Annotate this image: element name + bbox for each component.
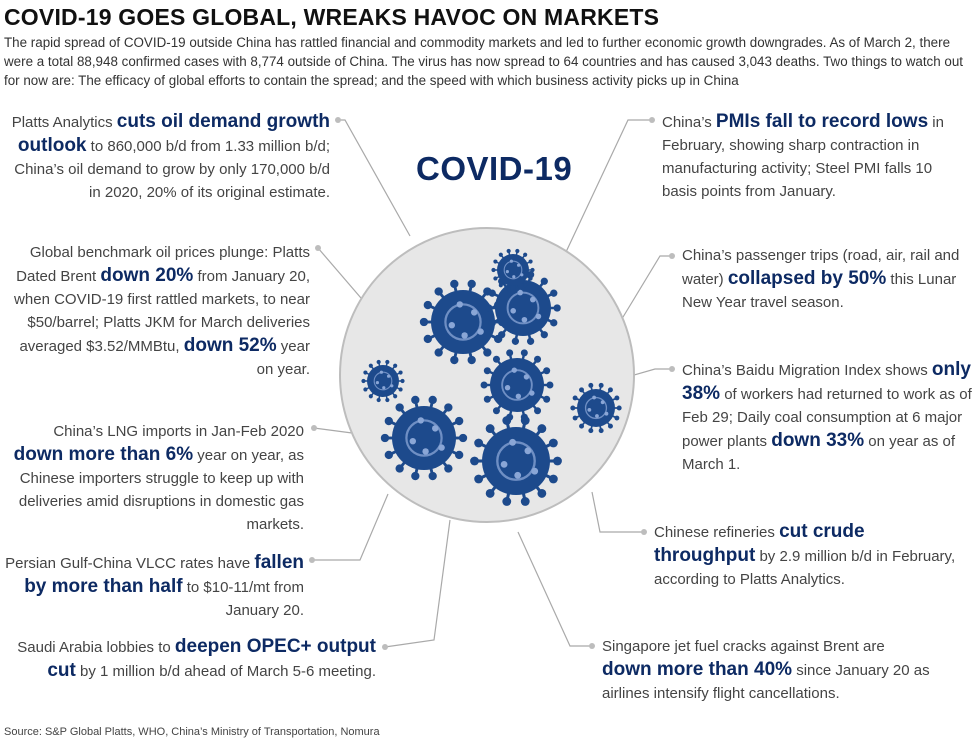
leader-line xyxy=(633,368,672,376)
center-label: COVID-19 xyxy=(416,150,573,187)
annotation-highlight: down more than 6% xyxy=(13,444,194,465)
page-title: COVID-19 GOES GLOBAL, WREAKS HAVOC ON MA… xyxy=(4,4,660,30)
annotation-text: China’s LNG imports in Jan-Feb 2020 xyxy=(53,423,304,440)
virus-icon xyxy=(361,359,405,403)
virus-icon xyxy=(485,271,561,345)
annotation-text: by 2.9 million b/d in February, accordin… xyxy=(654,548,956,588)
virus-group xyxy=(361,248,622,506)
leader-dot xyxy=(382,644,388,650)
leader-lines xyxy=(309,117,675,650)
annotation-text: of workers had returned to work as of Fe… xyxy=(682,386,972,450)
annotation-vlcc-rates: Persian Gulf-China VLCC rates have falle… xyxy=(4,551,304,622)
leader-dot xyxy=(315,245,321,251)
annotation-text: year on year. xyxy=(256,338,310,378)
leader-line xyxy=(312,493,389,561)
annotation-migration-index: China’s Baidu Migration Index shows only… xyxy=(682,358,974,476)
annotation-highlight: down more than 40% xyxy=(602,659,793,680)
annotation-text: Global benchmark oil prices plunge: Plat… xyxy=(16,244,310,285)
annotation-highlight: cuts oil demand growth outlook xyxy=(17,111,330,156)
annotation-oil-demand: Platts Analytics cuts oil demand growth … xyxy=(4,110,330,204)
virus-icon xyxy=(380,395,468,481)
source-note: Source: S&P Global Platts, WHO, China’s … xyxy=(4,726,380,738)
leader-dot xyxy=(649,117,655,123)
annotation-text: to 860,000 b/d from 1.33 million b/d; Ch… xyxy=(14,138,330,201)
leader-dot xyxy=(669,366,675,372)
annotation-highlight: down 33% xyxy=(771,430,865,451)
virus-icon xyxy=(570,382,622,434)
annotation-opec-cut: Saudi Arabia lobbies to deepen OPEC+ out… xyxy=(4,635,376,683)
annotation-highlight: cut crude throughput xyxy=(654,521,865,566)
annotation-text: China’s xyxy=(662,114,716,131)
leader-line xyxy=(619,255,672,323)
annotation-highlight: down 20% xyxy=(100,265,194,286)
leader-line xyxy=(338,119,411,237)
leader-line xyxy=(565,119,652,253)
leader-line xyxy=(384,519,451,648)
virus-icon xyxy=(470,416,562,506)
leader-line xyxy=(517,531,592,647)
virus-icon xyxy=(491,248,535,292)
annotation-text: Chinese refineries xyxy=(654,524,780,541)
annotation-highlight: collapsed by 50% xyxy=(727,268,887,289)
leader-dot xyxy=(641,529,647,535)
leader-dot xyxy=(335,117,341,123)
annotation-passenger-trips: China’s passenger trips (road, air, rail… xyxy=(682,244,974,314)
annotation-jet-fuel: Singapore jet fuel cracks against Brent … xyxy=(602,635,936,705)
annotation-text: Singapore jet fuel cracks against Brent … xyxy=(602,638,885,655)
annotation-text: Persian Gulf-China VLCC rates have xyxy=(5,555,255,572)
annotation-highlight: fallen by more than half xyxy=(24,552,304,597)
annotation-text: this Lunar New Year travel season. xyxy=(682,271,957,311)
annotation-refineries: Chinese refineries cut crude throughput … xyxy=(654,520,970,591)
annotation-pmi: China’s PMIs fall to record lows in Febr… xyxy=(662,110,962,203)
annotation-text: from January 20, when COVID-19 first rat… xyxy=(14,268,310,355)
annotation-lng-imports: China’s LNG imports in Jan-Feb 2020 down… xyxy=(4,420,304,536)
leader-dot xyxy=(311,425,317,431)
annotation-text: Platts Analytics xyxy=(11,114,117,131)
annotation-text: to $10-11/mt from January 20. xyxy=(182,579,304,619)
annotation-oil-prices: Global benchmark oil prices plunge: Plat… xyxy=(4,241,310,381)
page-subtitle: The rapid spread of COVID-19 outside Chi… xyxy=(4,35,964,88)
annotation-highlight: only 38% xyxy=(682,359,971,404)
annotation-text: by 1 million b/d ahead of March 5-6 meet… xyxy=(75,663,376,680)
leader-line xyxy=(591,491,644,533)
annotation-text: in February, showing sharp contraction i… xyxy=(662,114,944,200)
leader-dot xyxy=(669,253,675,259)
annotation-highlight: down 52% xyxy=(183,335,277,356)
annotation-highlight: PMIs fall to record lows xyxy=(715,111,929,132)
leader-dot xyxy=(309,557,315,563)
annotation-text: China’s passenger trips (road, air, rail… xyxy=(682,247,960,288)
virus-icon xyxy=(480,349,554,421)
annotation-highlight: deepen OPEC+ output cut xyxy=(47,636,376,681)
annotation-text: China’s Baidu Migration Index shows xyxy=(682,362,932,379)
leader-dot xyxy=(589,643,595,649)
leader-line xyxy=(313,427,353,434)
annotation-text: Saudi Arabia lobbies to xyxy=(17,639,175,656)
annotation-text: year on year, as Chinese importers strug… xyxy=(18,447,304,533)
annotation-text: since January 20 as airlines intensify f… xyxy=(602,662,930,702)
annotation-text: on year as of March 1. xyxy=(682,433,956,473)
